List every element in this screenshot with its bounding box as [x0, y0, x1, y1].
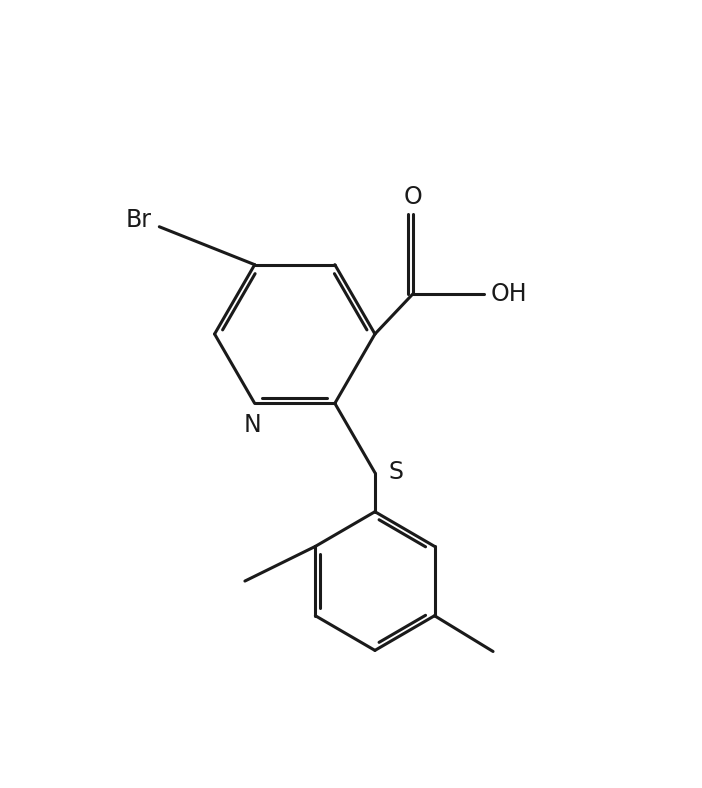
Text: S: S [388, 459, 403, 484]
Text: N: N [244, 413, 261, 437]
Text: Br: Br [126, 208, 152, 232]
Text: OH: OH [491, 282, 528, 306]
Text: O: O [404, 185, 422, 210]
